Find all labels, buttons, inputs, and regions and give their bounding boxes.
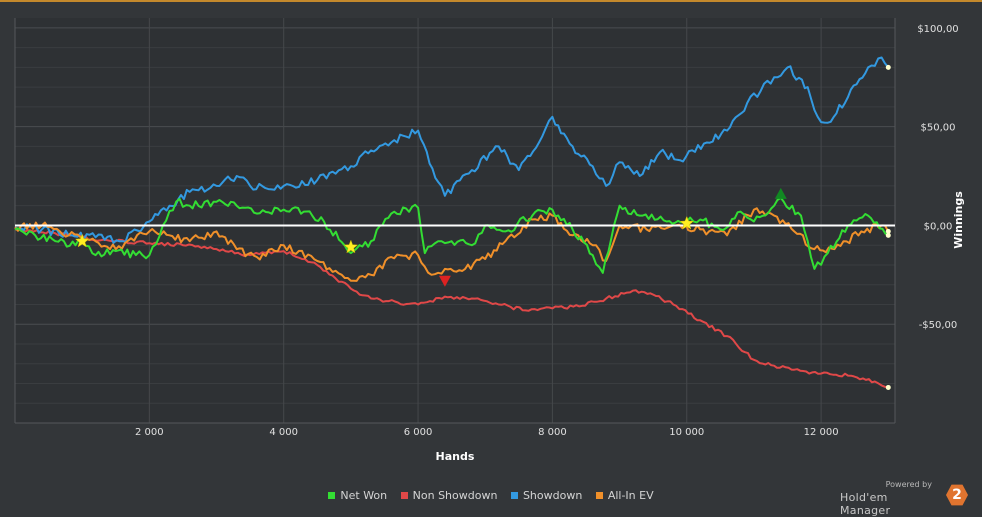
series-line-showdown bbox=[14, 56, 890, 244]
x-tick-label: 4 000 bbox=[269, 427, 298, 438]
y-tick-label: -$50,00 bbox=[919, 320, 958, 331]
legend-label: Net Won bbox=[340, 489, 388, 502]
x-tick-label: 6 000 bbox=[404, 427, 433, 438]
low-point-marker bbox=[438, 275, 451, 287]
series-line-non-showdown bbox=[14, 228, 889, 389]
chart-legend: Net Won Non Showdown Showdown All-In EV bbox=[0, 489, 982, 502]
branding: Powered by Hold'em Manager 2 bbox=[840, 478, 970, 517]
series-end-point bbox=[885, 64, 891, 70]
x-tick-label: 8 000 bbox=[538, 427, 567, 438]
legend-label: Showdown bbox=[522, 489, 583, 502]
chart-grid bbox=[14, 18, 896, 424]
x-tick-label: 10 000 bbox=[669, 427, 704, 438]
legend-label: All-In EV bbox=[607, 489, 654, 502]
product-name: Hold'em Manager bbox=[840, 491, 891, 517]
legend-swatch-showdown bbox=[510, 492, 518, 499]
hem2-logo-icon: 2 bbox=[946, 484, 968, 506]
x-tick-label: 12 000 bbox=[804, 427, 839, 438]
x-tick-label: 2 000 bbox=[135, 427, 164, 438]
star-marker bbox=[679, 215, 695, 230]
legend-swatch-all-in-ev bbox=[595, 492, 603, 499]
legend-item-non-showdown[interactable]: Non Showdown bbox=[400, 489, 498, 502]
series-end-point bbox=[885, 228, 891, 234]
powered-by-text: Powered by bbox=[885, 480, 932, 489]
high-point-marker bbox=[774, 187, 787, 199]
legend-item-showdown[interactable]: Showdown bbox=[510, 489, 583, 502]
series-end-point bbox=[885, 384, 891, 390]
chart-ticks: $100,00 $50,00 $0,00 -$50,00 2 000 4 000 6 000… bbox=[135, 24, 959, 438]
y-axis-label: Winnings bbox=[952, 191, 965, 249]
winnings-chart: $100,00 $50,00 $0,00 -$50,00 2 000 4 000 6 000… bbox=[14, 18, 965, 463]
series-end-point bbox=[885, 232, 891, 238]
y-tick-label: $0,00 bbox=[924, 221, 953, 232]
legend-swatch-net-won bbox=[328, 492, 336, 499]
legend-label: Non Showdown bbox=[412, 489, 498, 502]
series-line-net-won bbox=[14, 196, 889, 274]
legend-swatch-non-showdown bbox=[400, 492, 408, 499]
y-tick-label: $50,00 bbox=[921, 123, 956, 134]
top-border bbox=[0, 0, 982, 2]
star-marker bbox=[343, 239, 359, 254]
chart-series bbox=[14, 56, 895, 390]
x-axis-label: Hands bbox=[436, 450, 475, 463]
plot-area bbox=[15, 18, 895, 423]
y-tick-label: $100,00 bbox=[917, 24, 958, 35]
star-marker bbox=[74, 233, 90, 248]
chart-markers bbox=[74, 187, 787, 287]
legend-item-net-won[interactable]: Net Won bbox=[328, 489, 387, 502]
legend-item-all-in-ev[interactable]: All-In EV bbox=[595, 489, 654, 502]
